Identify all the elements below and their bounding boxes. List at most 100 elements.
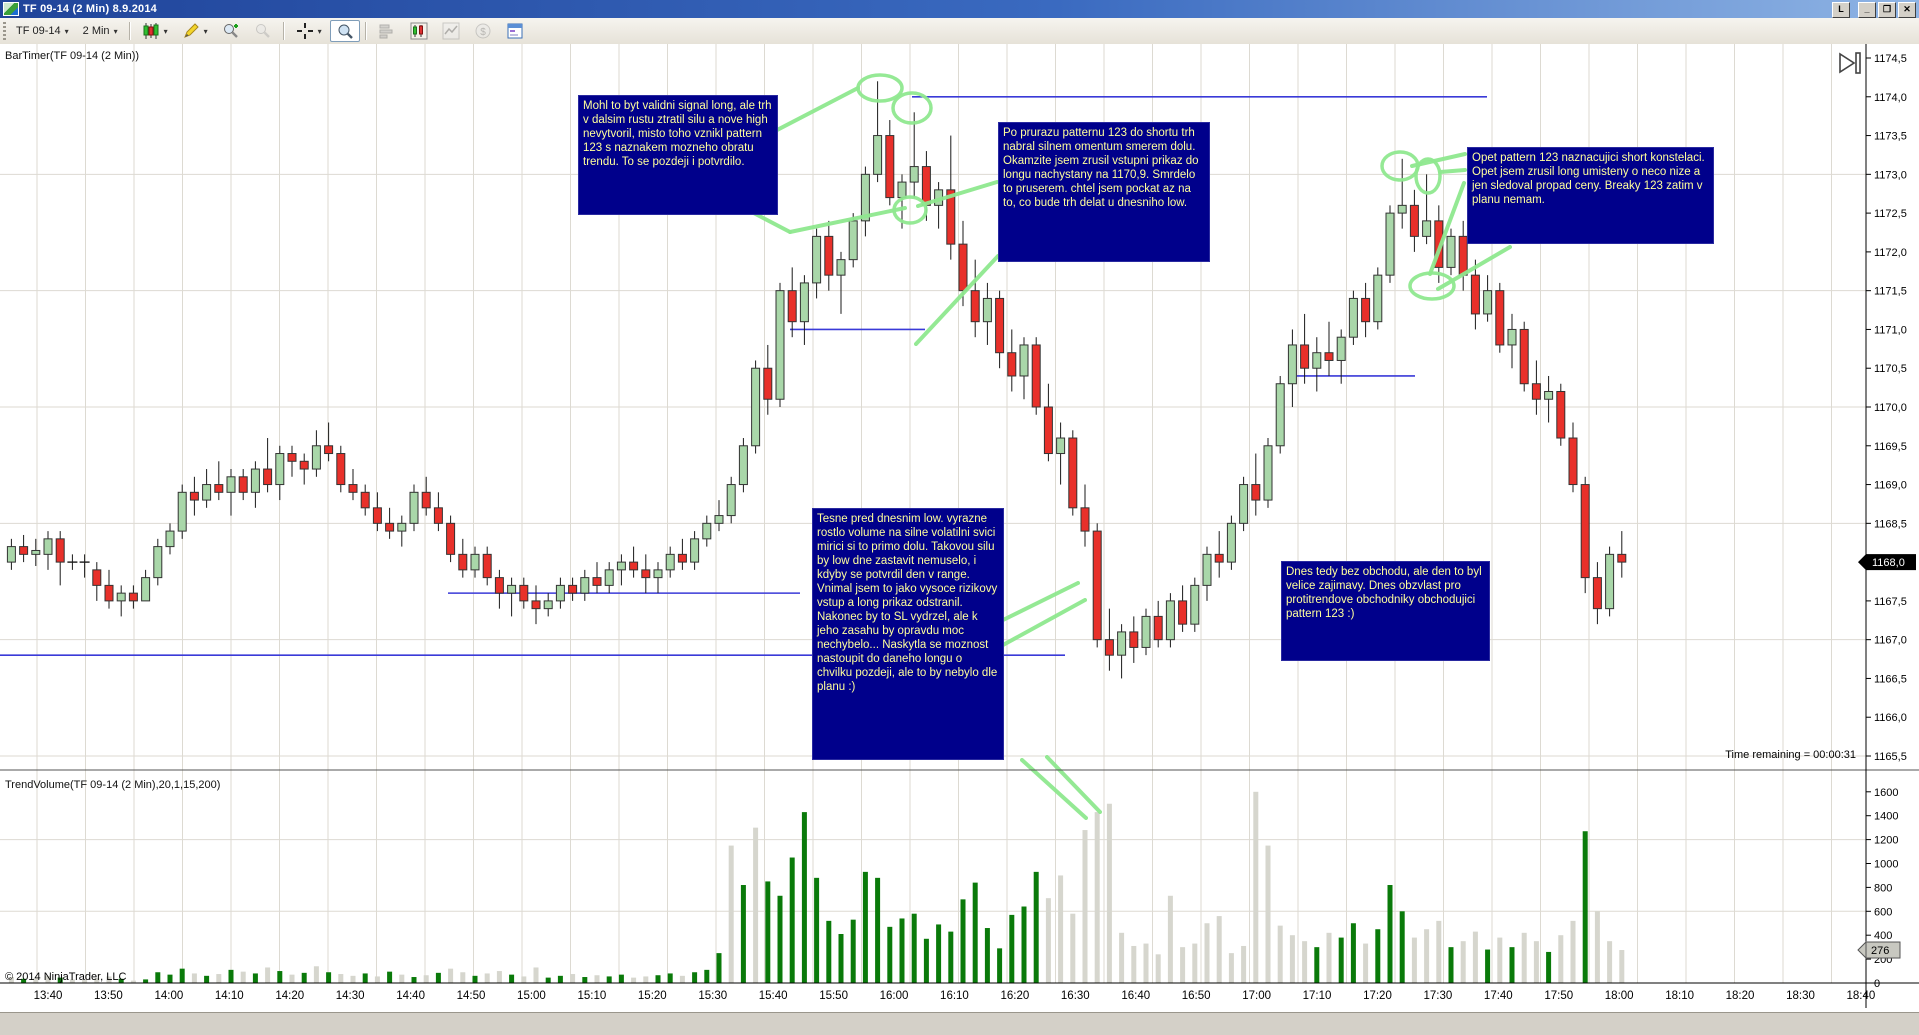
- time-axis-label: 14:20: [275, 990, 304, 1002]
- zoom-in-button[interactable]: [216, 20, 246, 42]
- time-axis-label: 16:30: [1061, 990, 1090, 1002]
- chart-area[interactable]: 1174,5 1174,0 1173,5 1173,0 1172,5 1172,0 1171…: [0, 44, 1919, 1035]
- volume-bar: [362, 973, 368, 983]
- price-axis-label: 1172,5: [1874, 208, 1907, 220]
- chart-note[interactable]: Po prurazu patternu 123 do shortu trh na…: [998, 122, 1210, 262]
- line-drawing[interactable]: [788, 206, 907, 234]
- price-axis-label: 1169,0: [1874, 480, 1907, 492]
- candle: [1312, 352, 1322, 369]
- time-axis-label: 14:50: [457, 990, 486, 1002]
- line-drawing[interactable]: [1001, 581, 1080, 622]
- chart-canvas[interactable]: 1174,5 1174,0 1173,5 1173,0 1172,5 1172,0 1171…: [0, 44, 1919, 1035]
- mini-chart-icon: [410, 22, 428, 40]
- chart-style-button[interactable]: ▾: [136, 20, 174, 42]
- price-axis-label: 1171,5: [1874, 286, 1907, 298]
- volume-bar: [570, 974, 576, 983]
- last-price-tag: [1866, 554, 1916, 571]
- candle: [1580, 484, 1590, 579]
- go-to-end-icon[interactable]: [1855, 52, 1861, 74]
- volume-bar: [789, 857, 795, 983]
- volume-bar: [228, 969, 234, 983]
- time-axis-label: 18:10: [1665, 990, 1694, 1002]
- chart-note[interactable]: Opet pattern 123 naznacujici short konst…: [1467, 147, 1714, 244]
- volume-bar: [1253, 791, 1259, 983]
- line-drawing[interactable]: [1001, 598, 1087, 647]
- candle: [348, 484, 358, 493]
- properties-button[interactable]: [500, 20, 530, 42]
- interval-selector[interactable]: 2 Min ▾: [82, 25, 118, 37]
- volume-bar: [618, 974, 624, 983]
- candle: [799, 282, 809, 323]
- line-drawing[interactable]: [914, 254, 1000, 346]
- window-bottom-frame: [0, 1012, 1919, 1035]
- candle: [860, 173, 870, 222]
- volume-bar: [1289, 935, 1295, 983]
- volume-bar: [1472, 931, 1478, 983]
- candle: [165, 530, 175, 548]
- chart-note[interactable]: Tesne pred dnesnim low. vyrazne rostlo v…: [812, 508, 1004, 760]
- volume-bar: [448, 968, 454, 983]
- candle: [1458, 235, 1468, 276]
- volume-bar: [191, 973, 197, 983]
- toolbar-grip[interactable]: [3, 22, 6, 40]
- volume-bar: [143, 979, 149, 983]
- chart-note[interactable]: Mohl to byt validni signal long, ale trh…: [578, 95, 778, 215]
- candle: [824, 235, 834, 276]
- candle: [153, 546, 163, 579]
- cursor-mode-button[interactable]: ▾: [290, 20, 328, 42]
- candle: [836, 259, 846, 276]
- link-button[interactable]: L: [1832, 2, 1850, 18]
- volume-bar: [265, 967, 271, 983]
- go-to-end-icon[interactable]: [1839, 52, 1856, 74]
- instrument-selector[interactable]: TF 09-14 ▾: [16, 25, 69, 37]
- line-drawing[interactable]: [1045, 755, 1102, 814]
- line-drawing[interactable]: [1436, 245, 1512, 291]
- volume-bar: [106, 976, 112, 983]
- close-button[interactable]: ✕: [1898, 2, 1916, 18]
- candle: [873, 135, 883, 175]
- volume-bar: [692, 972, 698, 983]
- candle: [982, 297, 992, 323]
- restore-button[interactable]: ❐: [1878, 2, 1896, 18]
- candle: [616, 561, 626, 571]
- volume-bar: [984, 928, 990, 983]
- candle: [507, 584, 517, 594]
- market-analyzer-button[interactable]: [404, 20, 434, 42]
- volume-bar: [338, 974, 344, 983]
- minimize-button[interactable]: _: [1858, 2, 1876, 18]
- volume-bar: [460, 972, 466, 983]
- line-drawing[interactable]: [1438, 168, 1467, 174]
- candle: [1129, 631, 1139, 648]
- line-drawing[interactable]: [916, 180, 999, 208]
- candle: [555, 584, 565, 602]
- ellipse-drawing[interactable]: [1414, 157, 1442, 195]
- volume-bar: [1558, 935, 1564, 983]
- candle: [1605, 553, 1615, 610]
- chart-note[interactable]: Dnes tedy bez obchodu, ale den to byl ve…: [1281, 561, 1490, 661]
- candle: [1348, 297, 1358, 338]
- ellipse-drawing[interactable]: [856, 73, 904, 103]
- title-bar[interactable]: TF 09-14 (2 Min) 8.9.2014 L _ ❐ ✕: [0, 0, 1919, 18]
- drawing-tools-button[interactable]: ▾: [176, 20, 214, 42]
- volume-bar: [1058, 875, 1064, 983]
- volume-axis-label: 1600: [1874, 787, 1898, 799]
- line-drawing[interactable]: [1428, 181, 1466, 276]
- candle: [299, 460, 309, 470]
- ellipse-drawing[interactable]: [891, 91, 933, 125]
- ellipse-drawing[interactable]: [892, 195, 928, 225]
- candle: [1385, 212, 1395, 276]
- candle: [629, 561, 639, 571]
- volume-bar: [118, 978, 124, 983]
- price-axis[interactable]: [1866, 44, 1919, 1012]
- candle: [1275, 383, 1285, 447]
- candle: [482, 553, 492, 579]
- ellipse-drawing[interactable]: [1408, 271, 1456, 301]
- volume-bar: [1228, 953, 1234, 983]
- candle: [568, 584, 578, 594]
- volume-bar: [45, 975, 51, 983]
- data-box-button[interactable]: [329, 20, 360, 42]
- volume-bar: [1448, 947, 1454, 983]
- price-axis-label: 1165,5: [1874, 751, 1907, 763]
- volume-bar: [1594, 911, 1600, 983]
- volume-bar: [948, 931, 954, 983]
